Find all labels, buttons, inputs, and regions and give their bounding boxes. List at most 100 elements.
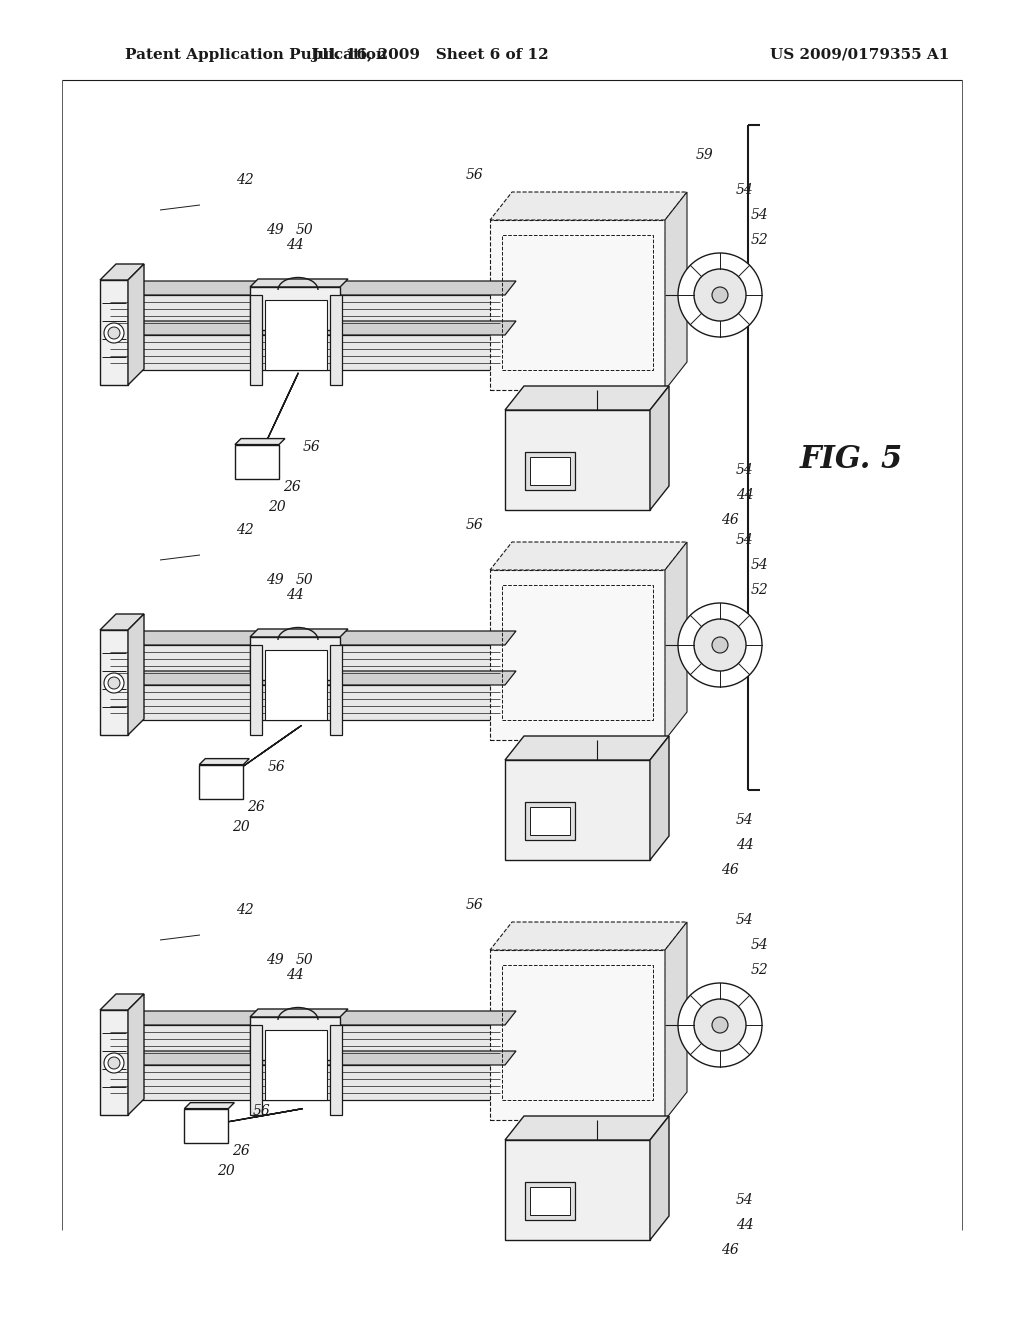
Text: 50: 50 <box>296 573 314 587</box>
Polygon shape <box>250 286 340 330</box>
Polygon shape <box>105 1051 516 1065</box>
Polygon shape <box>105 631 516 645</box>
Polygon shape <box>105 294 505 330</box>
Polygon shape <box>100 264 144 280</box>
Polygon shape <box>276 376 297 420</box>
Polygon shape <box>105 685 505 719</box>
Polygon shape <box>105 281 516 294</box>
Polygon shape <box>330 294 342 385</box>
Text: 42: 42 <box>237 523 254 537</box>
Polygon shape <box>215 726 301 787</box>
Polygon shape <box>250 638 340 680</box>
Polygon shape <box>200 759 249 764</box>
Polygon shape <box>505 737 669 760</box>
Text: 56: 56 <box>267 759 285 774</box>
Text: 44: 44 <box>736 838 754 851</box>
Polygon shape <box>530 457 570 484</box>
Text: 49: 49 <box>266 953 284 968</box>
Polygon shape <box>525 451 575 490</box>
Polygon shape <box>250 1026 262 1115</box>
Circle shape <box>694 619 746 671</box>
Text: 52: 52 <box>752 583 769 597</box>
Circle shape <box>108 327 120 339</box>
Text: 46: 46 <box>721 863 739 876</box>
Text: 26: 26 <box>232 1143 250 1158</box>
Circle shape <box>712 1016 728 1034</box>
Text: 54: 54 <box>752 558 769 572</box>
Text: 59: 59 <box>696 148 714 162</box>
Polygon shape <box>530 1187 570 1214</box>
Text: 44: 44 <box>286 238 304 252</box>
Text: 50: 50 <box>296 223 314 238</box>
Polygon shape <box>490 220 665 389</box>
Polygon shape <box>105 321 516 335</box>
Polygon shape <box>105 321 116 370</box>
Text: 20: 20 <box>268 499 286 513</box>
Polygon shape <box>490 543 687 570</box>
Text: 54: 54 <box>736 913 754 927</box>
Polygon shape <box>184 1102 234 1109</box>
Circle shape <box>678 983 762 1067</box>
Polygon shape <box>250 630 348 638</box>
Polygon shape <box>265 300 327 370</box>
Text: Patent Application Publication: Patent Application Publication <box>125 48 387 62</box>
Text: 44: 44 <box>736 488 754 502</box>
Text: 56: 56 <box>466 168 484 182</box>
Circle shape <box>104 1053 124 1073</box>
Polygon shape <box>128 614 144 735</box>
Text: 20: 20 <box>217 1164 236 1177</box>
Polygon shape <box>100 614 144 630</box>
Polygon shape <box>100 1010 128 1115</box>
Circle shape <box>104 673 124 693</box>
Text: 42: 42 <box>237 903 254 917</box>
Text: Jul. 16, 2009   Sheet 6 of 12: Jul. 16, 2009 Sheet 6 of 12 <box>311 48 549 62</box>
Polygon shape <box>650 385 669 510</box>
Polygon shape <box>665 921 687 1119</box>
Polygon shape <box>330 645 342 735</box>
Polygon shape <box>330 1026 342 1115</box>
Polygon shape <box>265 649 327 719</box>
Text: 56: 56 <box>466 517 484 532</box>
Text: 26: 26 <box>283 479 301 494</box>
Polygon shape <box>665 543 687 741</box>
Polygon shape <box>105 631 116 680</box>
Text: 44: 44 <box>286 587 304 602</box>
Circle shape <box>108 677 120 689</box>
Text: 54: 54 <box>736 1193 754 1206</box>
Text: 54: 54 <box>752 939 769 952</box>
Text: 26: 26 <box>248 800 265 813</box>
Polygon shape <box>490 570 665 741</box>
Text: FIG. 5: FIG. 5 <box>800 445 903 475</box>
Text: 56: 56 <box>466 898 484 912</box>
Circle shape <box>694 999 746 1051</box>
Polygon shape <box>525 803 575 840</box>
Text: 44: 44 <box>286 968 304 982</box>
Polygon shape <box>525 1181 575 1220</box>
Text: 54: 54 <box>736 463 754 477</box>
Polygon shape <box>105 671 116 719</box>
Polygon shape <box>105 671 516 685</box>
Polygon shape <box>128 264 144 385</box>
Text: 56: 56 <box>253 1104 270 1118</box>
Polygon shape <box>650 737 669 861</box>
Polygon shape <box>250 1008 348 1016</box>
Circle shape <box>712 286 728 304</box>
Text: 54: 54 <box>736 183 754 197</box>
Text: 50: 50 <box>296 953 314 968</box>
Text: 54: 54 <box>752 209 769 222</box>
Text: 46: 46 <box>721 1243 739 1257</box>
Circle shape <box>678 603 762 686</box>
Polygon shape <box>505 760 650 861</box>
Circle shape <box>678 253 762 337</box>
Circle shape <box>104 323 124 343</box>
Polygon shape <box>105 1065 505 1100</box>
Polygon shape <box>105 1026 505 1060</box>
Polygon shape <box>100 630 128 735</box>
Polygon shape <box>105 645 505 680</box>
Polygon shape <box>505 1140 650 1239</box>
Text: 44: 44 <box>736 1218 754 1232</box>
Polygon shape <box>105 1011 516 1026</box>
Polygon shape <box>105 335 505 370</box>
Circle shape <box>712 638 728 653</box>
Text: 20: 20 <box>232 820 250 834</box>
